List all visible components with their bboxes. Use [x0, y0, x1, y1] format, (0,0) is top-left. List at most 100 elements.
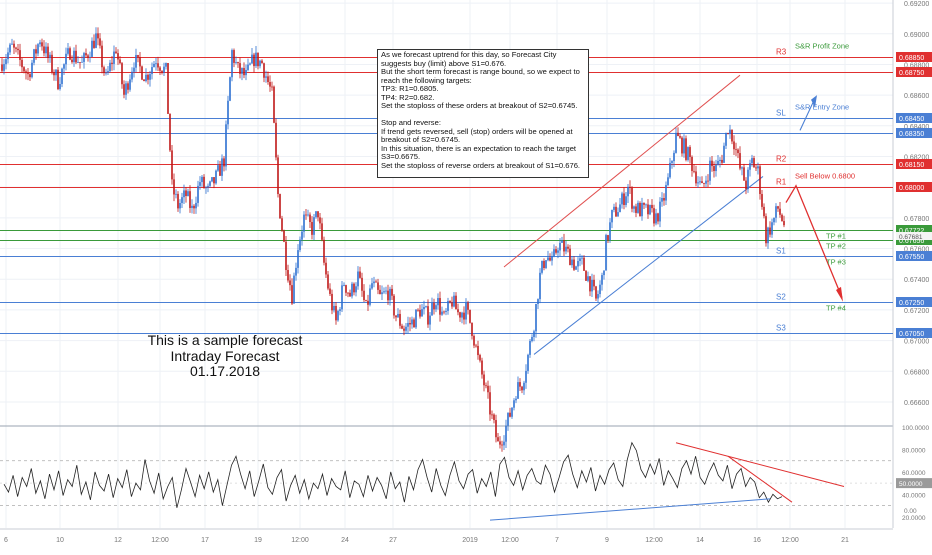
candle-body: [439, 298, 441, 315]
candle-body: [77, 62, 79, 63]
candle-body: [337, 310, 339, 321]
time-tick-label: 10: [56, 537, 64, 544]
candle-body: [91, 40, 93, 57]
candle-body: [127, 83, 129, 90]
candle-body: [223, 158, 225, 167]
candle-body: [245, 69, 247, 76]
level-labels: R3 S&R Profit Zone SL S&R Entry Zone R2 R1 Sel…: [776, 42, 855, 333]
candle-body: [297, 250, 299, 268]
candle-body: [317, 211, 319, 218]
candle-body: [375, 281, 377, 283]
candle-body: [187, 191, 189, 196]
candle-body: [623, 193, 625, 205]
candle-body: [455, 295, 457, 310]
candle-body: [407, 323, 409, 327]
candle-body: [671, 161, 673, 163]
candle-body: [511, 407, 513, 417]
candle-body: [707, 180, 709, 182]
candle-body: [545, 260, 547, 269]
time-tick-label: 17: [201, 537, 209, 544]
candle-body: [501, 444, 503, 446]
candle-body: [735, 149, 737, 151]
candle-body: [387, 290, 389, 301]
candle-body: [721, 159, 723, 163]
candle-body: [715, 164, 717, 172]
note-line: In this situation, there is an expectati…: [381, 143, 579, 161]
candle-body: [95, 33, 97, 48]
candle-body: [155, 63, 157, 65]
candle-body: [137, 55, 139, 58]
candle-body: [705, 180, 707, 184]
candle-body: [491, 414, 493, 416]
candle-body: [435, 305, 437, 310]
candle-body: [525, 370, 527, 383]
level-tag-s3: S3: [776, 324, 786, 333]
candle-body: [431, 303, 433, 316]
rsi-support-trendline: [489, 498, 771, 521]
candle-body: [373, 281, 375, 284]
note-line: But the short term forecast is range bou…: [381, 67, 582, 85]
candle-body: [207, 185, 209, 188]
candle-body: [17, 48, 19, 51]
forecast-up-arrow: [799, 97, 816, 131]
candle-body: [695, 171, 697, 184]
candle-body: [423, 307, 425, 310]
candle-body: [631, 187, 633, 209]
time-tick-label: 12:00: [501, 537, 519, 544]
candle-body: [343, 285, 345, 286]
candle-body: [117, 53, 119, 60]
candle-body: [533, 331, 535, 337]
candle-body: [299, 239, 301, 251]
candle-body: [659, 201, 661, 222]
candle-body: [197, 185, 199, 203]
candle-body: [339, 309, 341, 311]
candle-body: [679, 136, 681, 138]
candle-body: [107, 71, 109, 73]
rsi-overlay-label: 0.00: [904, 508, 917, 515]
price-axis[interactable]: 0.69200 0.69000 0.68800 0.68600 0.68400 0.682…: [896, 1, 932, 407]
level-price-badge: [896, 251, 932, 261]
candle-body: [113, 51, 115, 64]
time-tick-label: 24: [341, 537, 349, 544]
candle-body: [657, 213, 659, 222]
candle-body: [457, 309, 459, 313]
candle-body: [217, 165, 219, 171]
candle-body: [653, 208, 655, 224]
candle-body: [33, 49, 35, 63]
note-line: TP4: R2=0.682.: [381, 92, 435, 102]
candle-body: [45, 46, 47, 54]
level-price-badge: [896, 182, 932, 192]
candle-body: [517, 382, 519, 399]
candle-body: [459, 312, 461, 318]
candle-body: [97, 33, 99, 39]
candle-body: [643, 202, 645, 205]
level-price-badge: [896, 328, 932, 338]
candle-body: [35, 49, 37, 54]
candle-body: [347, 292, 349, 294]
candle-body: [83, 53, 85, 62]
candle-body: [251, 54, 253, 64]
candle-body: [693, 170, 695, 172]
candle-body: [151, 67, 153, 75]
candle-body: [139, 57, 141, 67]
candle-body: [103, 67, 105, 74]
candle-body: [583, 257, 585, 271]
level-price-badge-text: 0.67722: [899, 228, 924, 235]
candle-body: [503, 441, 505, 446]
level-price-badge-text: 0.67050: [899, 331, 924, 338]
candle-body: [225, 124, 227, 167]
candle-body: [561, 240, 563, 243]
candle-body: [221, 158, 223, 176]
time-tick-label: 7: [555, 537, 559, 544]
candle-body: [329, 288, 331, 294]
time-axis[interactable]: 6 10 12 12:00 17 19 12:00 24 27 2019 12:00 7 9 12:00 1…: [0, 528, 893, 544]
candle-body: [391, 288, 393, 296]
candle-body: [755, 167, 757, 169]
candle-body: [75, 50, 77, 63]
candle-body: [405, 326, 407, 331]
candle-body: [7, 52, 9, 60]
candle-body: [497, 437, 499, 442]
price-tick-label: 0.67400: [904, 277, 929, 284]
candle-body: [551, 256, 553, 261]
